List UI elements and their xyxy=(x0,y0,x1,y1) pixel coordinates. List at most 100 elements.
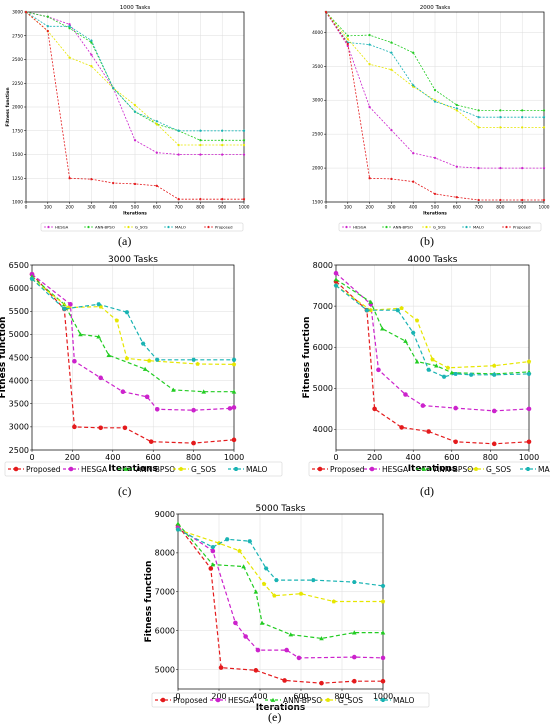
series-line xyxy=(335,272,530,412)
legend-item: Proposed xyxy=(155,696,208,705)
x-tick-label: 1000 xyxy=(373,692,393,701)
data-point xyxy=(346,42,349,45)
data-point xyxy=(199,153,202,156)
y-tick-label: 8000 xyxy=(313,261,333,270)
data-point xyxy=(333,277,339,282)
legend-marker xyxy=(233,467,239,471)
legend-label: MALO xyxy=(175,225,186,230)
legend-item: ANN-BPSO xyxy=(416,465,473,474)
x-tick-label: 900 xyxy=(518,204,526,210)
data-point xyxy=(199,138,202,142)
data-point xyxy=(155,184,158,187)
data-point xyxy=(284,647,289,653)
x-tick-label: 500 xyxy=(131,204,139,210)
data-point xyxy=(412,180,415,183)
legend: HESGA ANN-BPSO G_SOS MALO Proposed xyxy=(40,222,244,232)
chart-3: 3000 Tasks 0 200 400 600 800 1000 2500 3000 3500 4… xyxy=(0,255,283,477)
legend-box xyxy=(151,692,430,708)
data-point xyxy=(352,580,357,584)
legend-marker xyxy=(215,697,221,703)
legend-item: HESGA xyxy=(342,225,367,230)
data-point xyxy=(453,439,458,445)
y-axis-label: Fitness function xyxy=(144,561,154,643)
y-tick-label: 2000 xyxy=(312,166,323,172)
legend-label: Proposed xyxy=(215,225,233,230)
series-hesga xyxy=(175,525,386,661)
data-point xyxy=(521,115,524,119)
data-point xyxy=(433,88,437,92)
data-point xyxy=(242,197,246,201)
data-point xyxy=(261,581,267,586)
legend-item: G_SOS xyxy=(422,225,446,230)
data-point xyxy=(106,352,112,358)
x-tick-label: 1000 xyxy=(519,453,539,462)
x-tick-label: 600 xyxy=(444,453,459,462)
data-point xyxy=(453,405,458,411)
data-point xyxy=(241,564,246,569)
data-point xyxy=(199,197,202,201)
data-point xyxy=(499,126,502,129)
data-point xyxy=(124,356,130,361)
chart-title: 3000 Tasks xyxy=(108,255,158,265)
data-point xyxy=(319,680,324,686)
data-point xyxy=(114,318,119,323)
data-point xyxy=(368,105,371,109)
series-malo xyxy=(29,276,237,362)
legend-marker xyxy=(178,466,184,471)
legend-marker xyxy=(123,466,129,471)
x-tick-label: 100 xyxy=(344,204,352,210)
x-tick-label: 400 xyxy=(109,204,117,210)
data-point xyxy=(199,129,202,132)
y-tick-label: 6000 xyxy=(155,626,175,635)
legend-marker xyxy=(345,225,348,229)
x-tick-label: 300 xyxy=(87,204,95,210)
plot-frame xyxy=(335,264,530,451)
x-tick-label: 800 xyxy=(483,453,498,462)
panel-label-d: (d) xyxy=(420,484,434,498)
data-point xyxy=(263,566,269,571)
legend-label: Proposed xyxy=(26,465,61,474)
legend-box xyxy=(308,461,550,477)
data-point xyxy=(142,366,148,371)
data-point xyxy=(253,589,259,594)
data-point xyxy=(253,668,259,673)
data-point xyxy=(380,599,386,604)
x-tick-label: 300 xyxy=(387,204,395,210)
data-point xyxy=(221,138,224,142)
x-tick-label: 700 xyxy=(474,204,482,210)
data-point xyxy=(177,129,180,132)
series-proposed xyxy=(324,10,546,201)
y-tick-label: 6000 xyxy=(313,343,333,352)
y-axis-label: Fitness function xyxy=(5,87,11,126)
legend-marker xyxy=(385,225,388,229)
legend-box xyxy=(338,222,542,232)
data-point xyxy=(133,138,137,142)
data-point xyxy=(133,110,137,113)
legend-item: G_SOS xyxy=(124,225,148,230)
data-point xyxy=(68,56,71,59)
legend-label: ANN-BPSO xyxy=(136,465,175,474)
data-point xyxy=(395,308,401,313)
legend-label: HESGA xyxy=(382,465,409,474)
legend: Proposed HESGA ANN-BPSO G_SOS MALO xyxy=(4,461,283,477)
y-tick-label: 2500 xyxy=(312,132,323,138)
data-point xyxy=(98,375,103,381)
chart-title: 4000 Tasks xyxy=(408,255,458,265)
legend-label: HESGA xyxy=(81,465,108,474)
data-point xyxy=(221,197,224,201)
data-point xyxy=(46,29,49,33)
legend-label: G_SOS xyxy=(191,465,216,474)
data-point xyxy=(346,37,349,41)
series-line xyxy=(31,278,234,361)
y-tick-label: 1500 xyxy=(12,152,23,158)
data-point xyxy=(477,115,480,119)
data-point xyxy=(231,389,237,394)
series-line xyxy=(335,285,530,378)
legend-label: G_SOS xyxy=(338,696,363,705)
data-point xyxy=(221,129,224,132)
legend-marker xyxy=(167,225,170,229)
data-point xyxy=(46,15,49,18)
panel-label-c: (c) xyxy=(118,484,132,498)
data-point xyxy=(455,107,458,110)
